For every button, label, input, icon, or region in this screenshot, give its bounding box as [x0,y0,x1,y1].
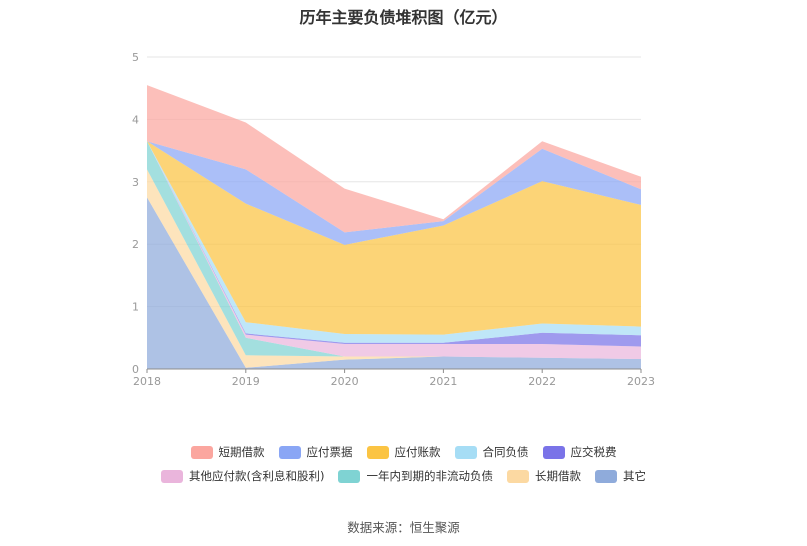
legend-swatch [338,469,361,483]
legend-label: 长期借款 [534,469,581,483]
legend-label: 其它 [622,469,646,483]
area-series-7 [147,141,641,245]
legend-item[interactable]: 其它 [594,468,646,484]
x-tick-label: 2023 [627,375,655,388]
legend-swatch [278,445,301,459]
source-note: 数据来源：恒生聚源 [347,520,460,535]
y-tick-label: 5 [132,51,139,64]
legend-row: 短期借款 应付票据 应付账款 合同负债 应交税费 [0,444,807,460]
area-series-6 [147,141,641,335]
legend-swatch [366,445,389,459]
legend-label: 短期借款 [218,445,265,459]
y-tick-label: 3 [132,176,139,189]
x-tick-label: 2020 [331,375,359,388]
legend-row: 其他应付款(含利息和股利) 一年内到期的非流动负债 长期借款 其它 [0,468,807,484]
legend-swatch [161,469,183,483]
y-tick-label: 4 [132,113,139,126]
y-tick-label: 0 [132,363,139,376]
legend-item[interactable]: 合同负债 [454,444,529,460]
y-tick-label: 1 [132,301,139,314]
chart-title: 历年主要负债堆积图（亿元） [299,8,508,27]
x-tick-label: 2021 [429,375,457,388]
legend-swatch [594,469,617,483]
area-series-8 [147,85,641,233]
legend-item[interactable]: 应付票据 [278,444,353,460]
legend-swatch [506,469,529,483]
legend-swatch [454,445,477,459]
x-tick-label: 2022 [528,375,556,388]
legend-item[interactable]: 应付账款 [366,444,441,460]
legend-label: 应付账款 [394,445,441,459]
legend-item[interactable]: 长期借款 [506,468,581,484]
axes: 0 1 2 3 4 5 2018 2019 2020 2021 2022 2023 [132,51,655,388]
legend-item[interactable]: 其他应付款(含利息和股利) [161,468,324,484]
legend-item[interactable]: 短期借款 [190,444,265,460]
legend-item[interactable]: 应交税费 [542,444,617,460]
legend: 短期借款 应付票据 应付账款 合同负债 应交税费 其他应付款(含利息和股利) 一年内到期的… [0,444,807,492]
legend-swatch [542,445,565,459]
x-tick-label: 2018 [133,375,161,388]
legend-label: 应付票据 [306,445,353,459]
area-series-0 [147,197,641,369]
x-tick-label: 2019 [232,375,260,388]
area-series-group [147,85,641,369]
y-tick-label: 2 [132,238,139,251]
legend-label: 其他应付款(含利息和股利) [189,469,325,483]
legend-label: 合同负债 [482,445,529,459]
legend-swatch [190,445,213,459]
legend-label: 一年内到期的非流动负债 [366,469,493,483]
legend-label: 应交税费 [570,445,617,459]
legend-item[interactable]: 一年内到期的非流动负债 [338,468,493,484]
